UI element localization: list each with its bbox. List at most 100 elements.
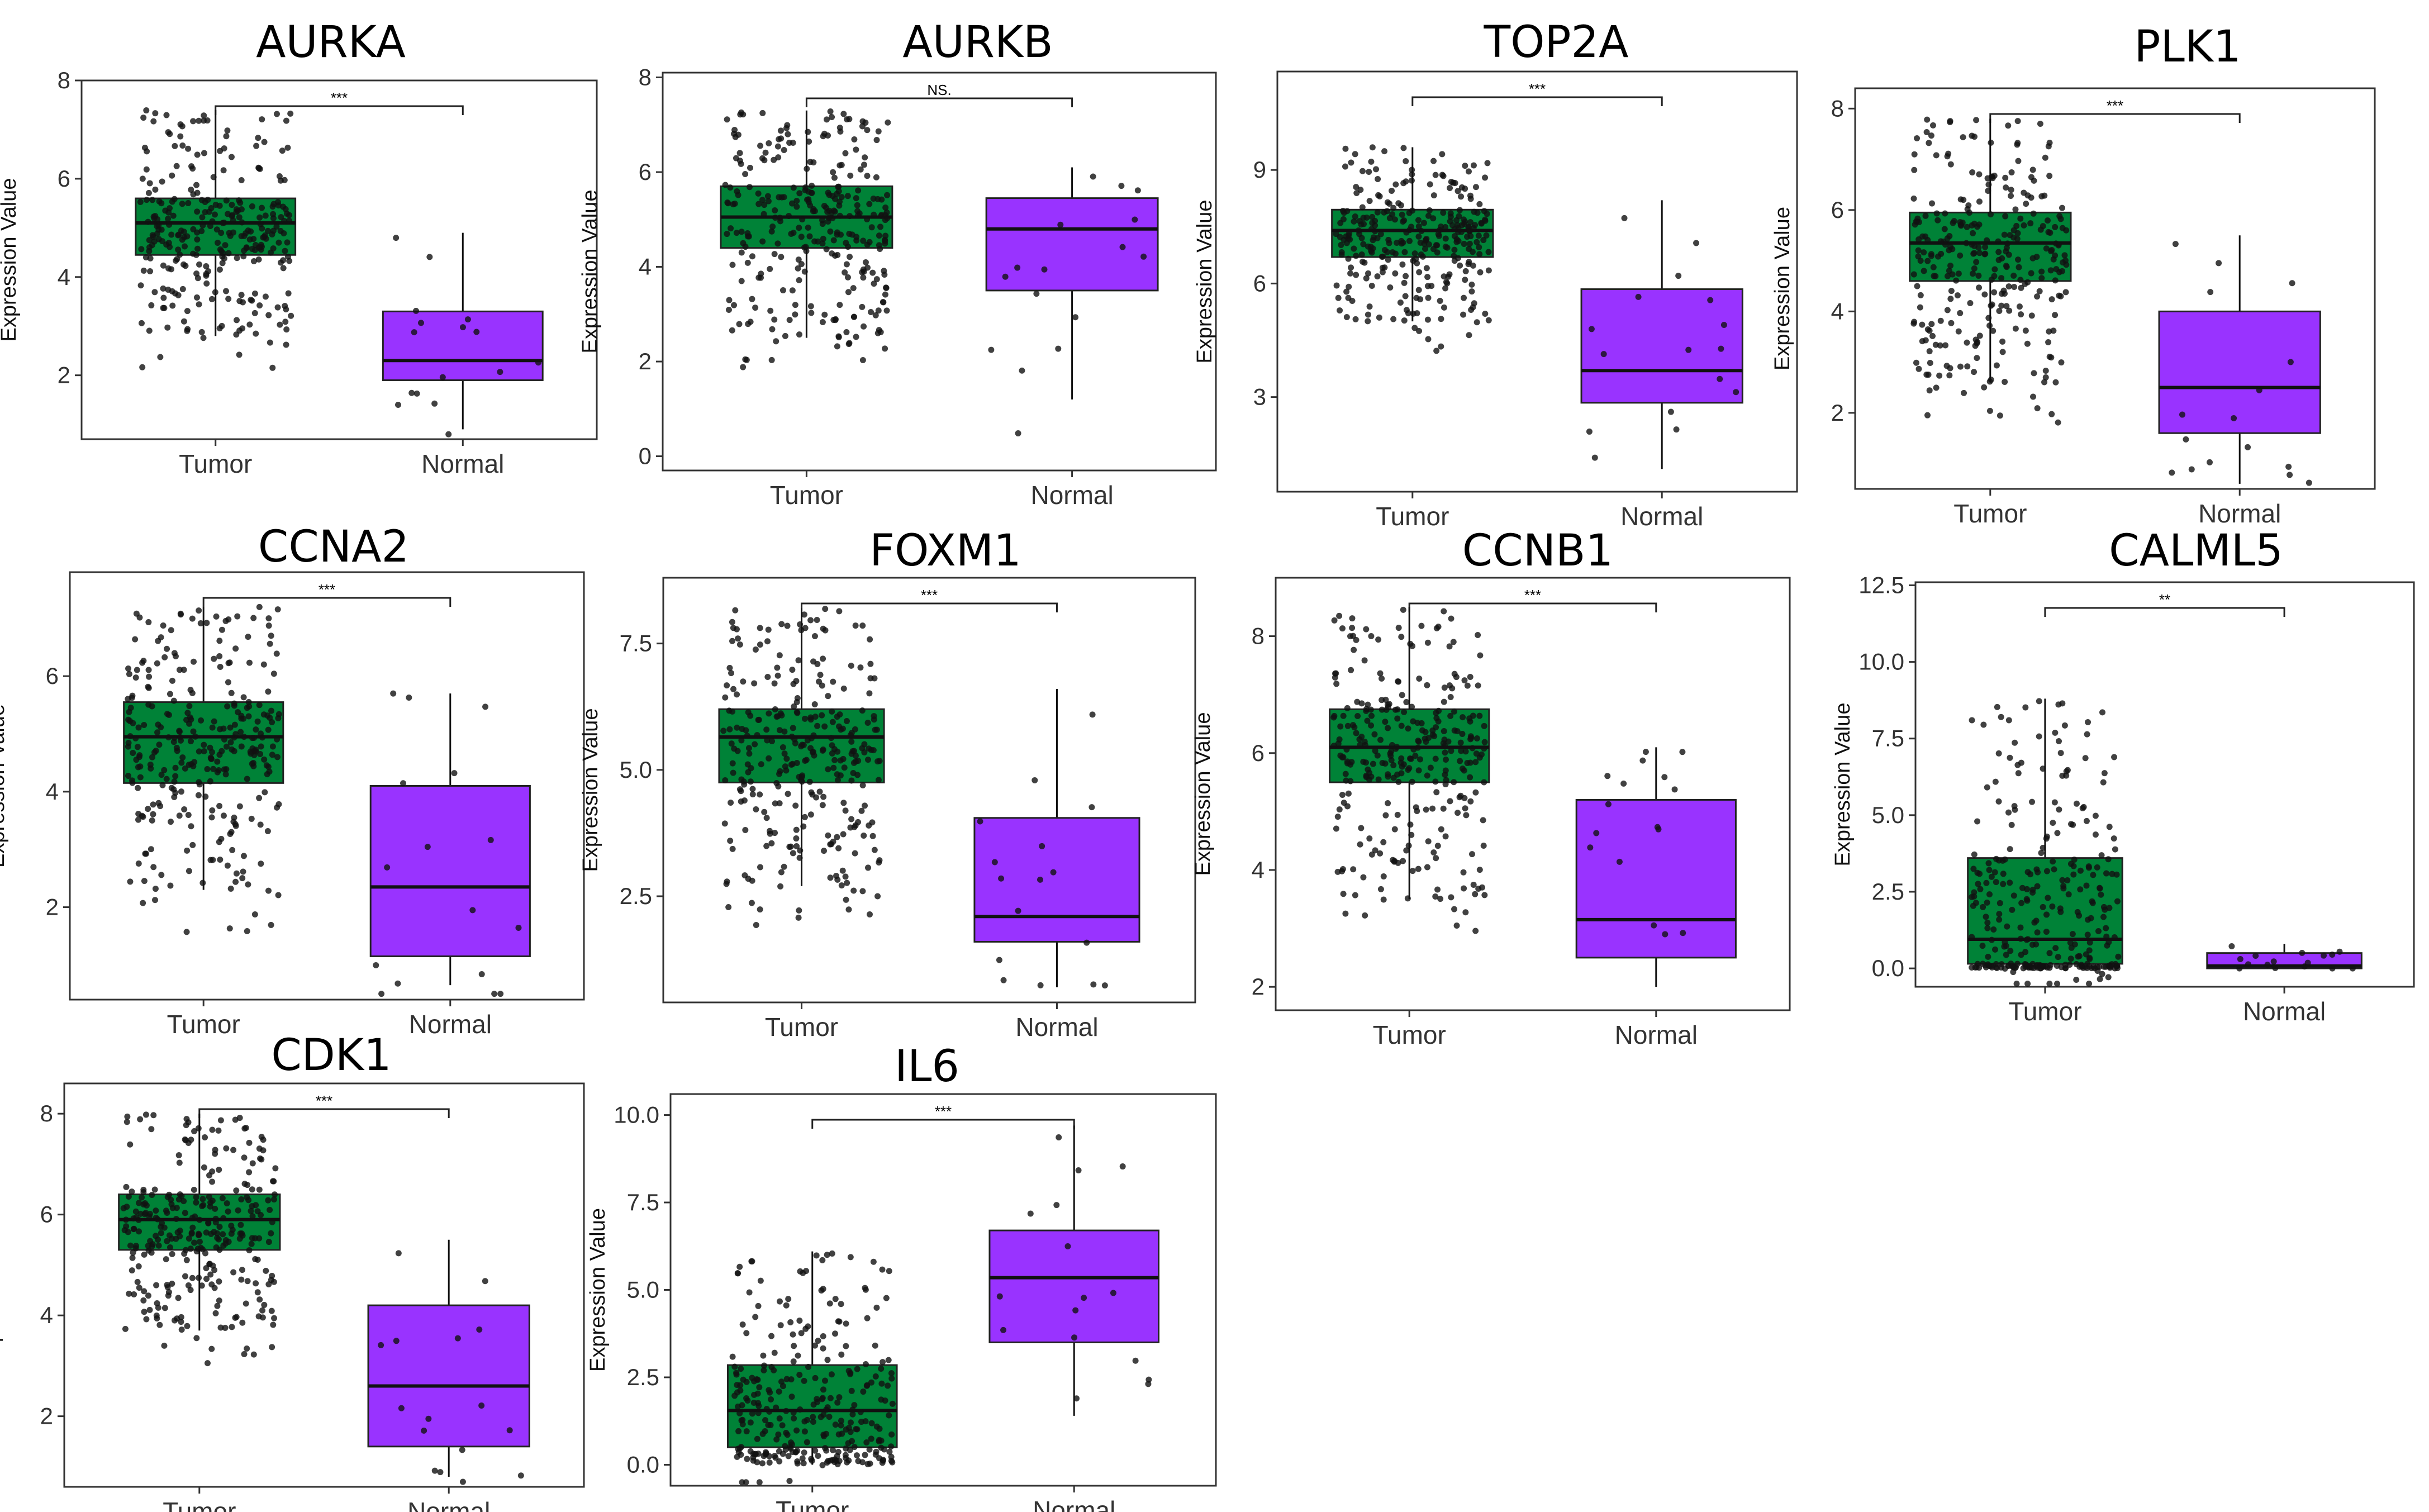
sample-point [249, 1186, 255, 1193]
sample-point [245, 713, 252, 720]
sample-point [736, 1410, 743, 1416]
sample-point [464, 316, 471, 323]
sample-point [1955, 328, 1962, 335]
sample-point [199, 1196, 206, 1202]
sample-point [172, 653, 179, 660]
x-tick-label: Normal [1015, 1012, 1098, 1042]
sample-point [785, 1453, 792, 1459]
sample-point [781, 863, 787, 870]
sample-points [1333, 144, 1739, 461]
sample-point [1969, 934, 1975, 940]
sample-point [1331, 712, 1338, 719]
sample-point [1352, 213, 1358, 220]
sample-point [378, 1342, 384, 1348]
sample-point [1996, 307, 2003, 314]
sample-point [136, 1285, 142, 1291]
sample-point [1466, 240, 1473, 247]
iqr-box [985, 197, 1159, 292]
sample-point [2237, 955, 2243, 962]
sample-point [2024, 340, 2031, 347]
sample-point [205, 1220, 212, 1226]
plot-frame [662, 577, 1196, 1004]
sample-point [1027, 1210, 1034, 1217]
sample-point [1923, 371, 1930, 378]
sample-point [2003, 952, 2009, 958]
sample-point [1339, 792, 1346, 798]
sample-point [1014, 264, 1021, 271]
sample-point [146, 180, 153, 187]
sample-point [1336, 612, 1343, 619]
sample-point [859, 269, 866, 275]
sample-point [854, 202, 861, 208]
sample-point [234, 317, 240, 324]
sample-point [240, 694, 247, 701]
sample-point [240, 253, 247, 260]
sample-point [256, 1296, 263, 1303]
sample-point [882, 205, 889, 211]
sample-point [1374, 209, 1381, 216]
sample-point [164, 1210, 170, 1216]
sample-point [721, 820, 728, 827]
sample-point [126, 671, 132, 677]
sample-point [251, 735, 258, 741]
sample-point [1942, 241, 1948, 248]
sample-point [248, 297, 254, 303]
sample-point [1481, 745, 1487, 752]
sample-point [1362, 912, 1368, 919]
sample-point [1372, 748, 1379, 754]
sample-point [270, 1321, 277, 1328]
sample-point [256, 214, 263, 221]
sample-point [1389, 249, 1396, 256]
sample-point [269, 203, 276, 210]
y-tick-label: 2.5 [620, 883, 652, 909]
sample-point [834, 1399, 841, 1406]
sample-point [2073, 977, 2080, 983]
sample-point [2061, 252, 2068, 259]
sample-point [771, 1349, 778, 1356]
sample-point [212, 1205, 218, 1212]
sample-point [1384, 701, 1391, 708]
sample-point [843, 1343, 849, 1349]
sample-point [1974, 340, 1980, 346]
sample-point [1413, 804, 1419, 811]
sample-point [278, 214, 284, 221]
sample-point [2044, 964, 2051, 971]
sample-point [744, 1456, 750, 1462]
sample-point [187, 1287, 194, 1294]
sample-point [246, 659, 253, 666]
sample-point [762, 1451, 769, 1458]
sample-point [1942, 342, 1949, 349]
sample-point [1969, 717, 1975, 724]
sample-point [197, 620, 204, 626]
sample-point [195, 1125, 202, 1131]
sample-point [431, 400, 438, 407]
sample-point [790, 1409, 797, 1416]
sample-point [732, 607, 739, 614]
sample-point [1938, 250, 1945, 257]
sample-point [257, 1155, 264, 1162]
sample-point [1947, 263, 1954, 269]
sample-point [731, 127, 738, 134]
sample-point [1348, 667, 1354, 673]
sample-point [778, 254, 785, 260]
sample-point [188, 823, 194, 830]
sample-point [142, 1111, 149, 1118]
sample-point [413, 390, 420, 397]
y-axis-label: Expression Value [1771, 207, 1794, 370]
sample-point [756, 1479, 763, 1486]
sample-point [199, 879, 206, 886]
sample-point [220, 220, 226, 226]
sample-point [1366, 198, 1373, 205]
sample-point [143, 107, 150, 114]
sample-point [378, 991, 385, 997]
sample-point [743, 1330, 750, 1337]
sample-point [152, 110, 159, 117]
sample-point [217, 726, 224, 733]
sample-point [759, 110, 766, 116]
sample-point [190, 118, 197, 125]
sample-point [166, 221, 173, 228]
sample-point [268, 249, 274, 256]
sample-point [476, 1326, 483, 1333]
sample-point [1458, 748, 1465, 754]
